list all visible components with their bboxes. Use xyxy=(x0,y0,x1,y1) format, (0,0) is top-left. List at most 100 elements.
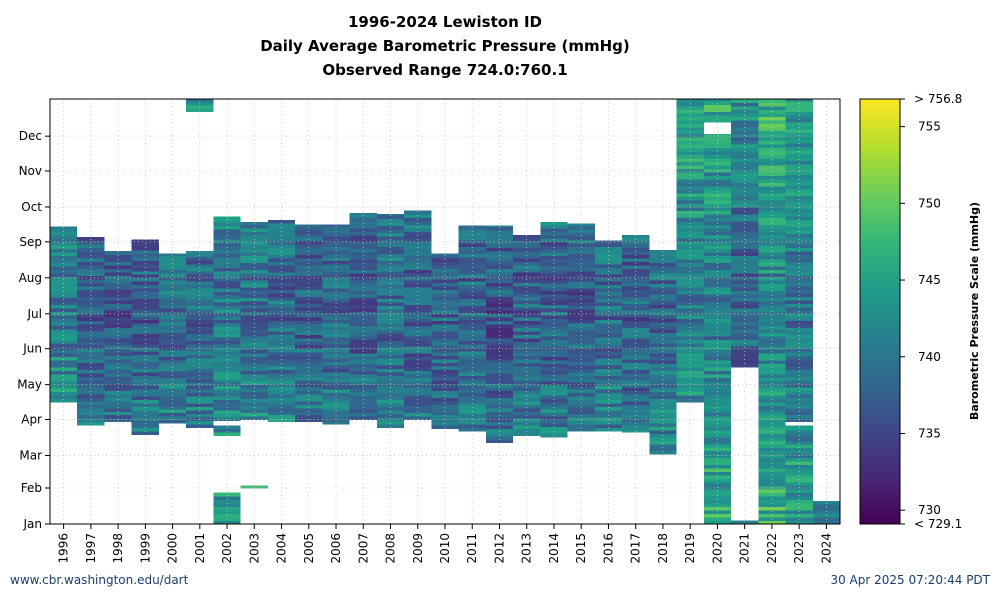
heatmap-cell xyxy=(213,236,241,240)
heatmap-cell xyxy=(322,396,350,401)
heatmap-cell xyxy=(267,376,296,381)
heatmap-cell xyxy=(295,292,323,297)
heatmap-cell xyxy=(131,312,159,317)
heatmap-cell xyxy=(376,295,405,300)
heatmap-cell xyxy=(485,390,514,395)
heatmap-cell xyxy=(213,298,241,303)
heatmap-cell xyxy=(240,252,268,257)
heatmap-cell xyxy=(785,292,813,297)
heatmap-cell xyxy=(758,471,786,476)
heatmap-cell xyxy=(758,182,786,187)
heatmap-cell xyxy=(295,320,323,325)
heatmap-cell xyxy=(676,179,704,183)
heatmap-cell xyxy=(731,175,759,180)
x-tick-label-1996: 1996 xyxy=(57,533,71,564)
source-link[interactable]: www.cbr.washington.edu/dart xyxy=(10,573,189,587)
heatmap-cell xyxy=(240,370,268,375)
heatmap-cell xyxy=(485,282,514,287)
heatmap-cell xyxy=(213,399,241,404)
heatmap-cell xyxy=(50,318,78,323)
heatmap-cell xyxy=(567,347,595,352)
colorbar-tick-label-735: 735 xyxy=(918,426,941,440)
heatmap-cell xyxy=(785,468,813,473)
heatmap-cell xyxy=(104,258,132,262)
heatmap-column-2019 xyxy=(676,99,704,403)
heatmap-cell xyxy=(785,296,813,301)
heatmap-cell xyxy=(458,371,486,376)
heatmap-cell xyxy=(213,302,241,307)
x-tick-label-2002: 2002 xyxy=(220,533,234,564)
heatmap-cell xyxy=(703,308,732,312)
heatmap-cell xyxy=(731,363,759,368)
heatmap-cell xyxy=(676,335,704,340)
heatmap-cell xyxy=(295,414,323,419)
heatmap-cell xyxy=(758,440,786,445)
heatmap-cell xyxy=(594,378,623,383)
heatmap-cell xyxy=(485,428,514,433)
heatmap-cell xyxy=(77,324,105,329)
heatmap-cell xyxy=(158,287,187,291)
heatmap-cell xyxy=(731,356,759,361)
heatmap-cell xyxy=(131,298,159,303)
y-tick-label-jul: Jul xyxy=(27,307,42,321)
heatmap-cell xyxy=(731,290,759,295)
heatmap-cell xyxy=(540,283,568,288)
heatmap-cell xyxy=(104,376,132,381)
heatmap-cell xyxy=(485,265,514,269)
heatmap-cell xyxy=(186,378,214,383)
heatmap-cell xyxy=(703,140,732,145)
heatmap-cell xyxy=(295,240,323,245)
heatmap-cell xyxy=(485,407,514,412)
heatmap-cell xyxy=(376,399,405,404)
heatmap-cell xyxy=(758,388,786,393)
heatmap-cell xyxy=(485,383,514,388)
heatmap-cell xyxy=(594,371,623,376)
heatmap-cell xyxy=(676,360,704,365)
heatmap-cell xyxy=(567,344,595,348)
heatmap-cell xyxy=(485,435,514,440)
heatmap-cell xyxy=(131,371,159,376)
heatmap-cell xyxy=(594,382,623,387)
heatmap-cell xyxy=(240,255,268,260)
heatmap-cell xyxy=(77,411,105,416)
heatmap-cell xyxy=(295,268,323,273)
heatmap-cell xyxy=(295,224,323,228)
heatmap-cell xyxy=(703,360,732,365)
heatmap-cell xyxy=(703,186,732,190)
heatmap-cell xyxy=(703,262,732,267)
heatmap-cell xyxy=(458,330,486,334)
heatmap-cell xyxy=(267,265,296,269)
heatmap-cell xyxy=(758,391,786,396)
heatmap-cell xyxy=(676,367,704,372)
heatmap-cell xyxy=(731,203,759,208)
heatmap-cell xyxy=(322,291,350,296)
heatmap-cell xyxy=(267,272,296,276)
heatmap-cell xyxy=(213,323,241,327)
heatmap-cell xyxy=(622,324,650,329)
heatmap-cell xyxy=(731,140,759,145)
heatmap-cell xyxy=(404,301,432,305)
heatmap-cell xyxy=(731,332,759,337)
heatmap-cell xyxy=(77,362,105,367)
heatmap-cell xyxy=(622,418,650,423)
heatmap-cell xyxy=(513,334,541,339)
heatmap-cell xyxy=(676,342,704,347)
heatmap-cell xyxy=(622,386,650,391)
heatmap-cell xyxy=(758,339,786,344)
heatmap-cell xyxy=(186,256,214,261)
heatmap-cell xyxy=(622,362,650,367)
heatmap-cell xyxy=(431,404,459,409)
heatmap-cell xyxy=(50,360,78,365)
heatmap-cell xyxy=(77,383,105,388)
heatmap-cell xyxy=(513,310,541,315)
heatmap-cell xyxy=(213,503,241,507)
colorbar-tick-label-755: 755 xyxy=(918,120,941,134)
heatmap-cell xyxy=(322,319,350,324)
heatmap-cell xyxy=(731,220,759,225)
heatmap-cell xyxy=(404,391,432,396)
heatmap-cell xyxy=(540,367,568,372)
heatmap-cell xyxy=(622,306,650,311)
heatmap-cell xyxy=(349,294,377,298)
heatmap-cell xyxy=(349,259,377,264)
heatmap-cell xyxy=(676,140,704,145)
